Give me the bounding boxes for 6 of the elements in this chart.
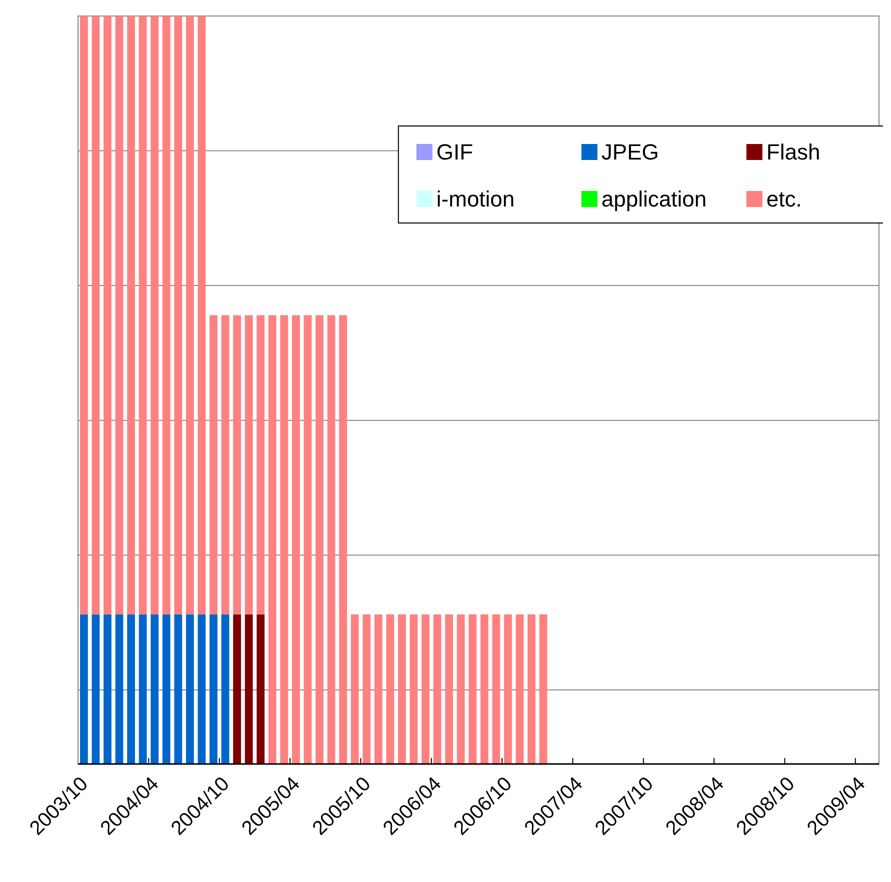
legend-label: etc. <box>766 186 802 212</box>
legend-label: i-motion <box>436 186 515 212</box>
legend-label: application <box>601 186 707 212</box>
legend-label: Flash <box>766 140 820 165</box>
legend-label: JPEG <box>601 140 659 165</box>
legend-label: GIF <box>436 140 474 165</box>
